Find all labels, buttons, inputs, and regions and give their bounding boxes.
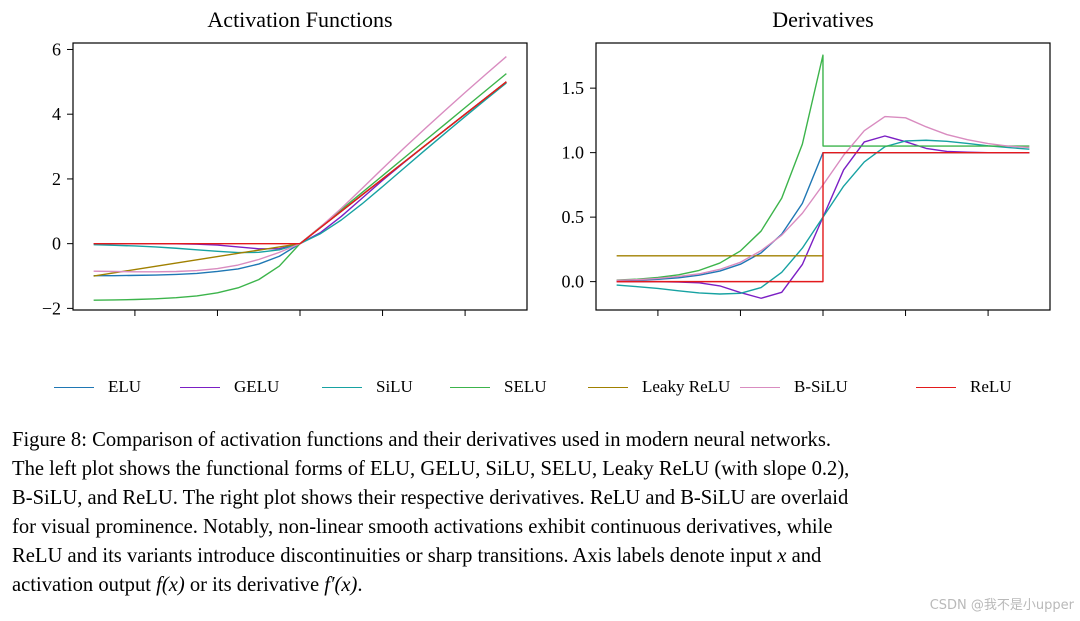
chart-title: Derivatives [772, 7, 873, 32]
caption-line-6: activation output f(x) or its derivative… [12, 571, 1072, 600]
series-line-selu [616, 54, 1030, 281]
chart-1: Activation Functions −4 −2 0 2 4 −2 0 2 4 6 [42, 7, 528, 330]
caption-line-2: The left plot shows the functional forms… [12, 458, 850, 480]
y-tick-label: 1.0 [562, 143, 585, 163]
legend-label: GELU [234, 377, 280, 396]
chart-title: Activation Functions [207, 7, 392, 32]
caption-line-5-text: ReLU and its variants introduce disconti… [12, 545, 773, 567]
caption-var-fx: f(x) [156, 574, 185, 596]
caption-var-x: x [777, 545, 787, 567]
legend-item: SiLU [322, 376, 413, 398]
legend-item: GELU [180, 376, 279, 398]
watermark: CSDN @我不是小upper [929, 598, 1074, 613]
legend-label: B-SiLU [794, 377, 848, 396]
charts-area: Activation Functions −4 −2 0 2 4 −2 0 2 4 6 Derivat… [42, 7, 1051, 330]
series-line-b-silu [93, 56, 507, 273]
series-line-silu [93, 82, 507, 254]
legend-swatch [180, 386, 220, 388]
y-tick-label: 4 [52, 104, 61, 124]
caption-line-4: for visual prominence. Notably, non-line… [12, 516, 833, 538]
y-tick-label: −2 [42, 298, 61, 318]
plot-frame [72, 42, 528, 311]
figure-caption: Figure 8: Comparison of activation funct… [12, 426, 1072, 600]
x-tick-label: 0 [819, 328, 828, 330]
legend-label: ELU [108, 377, 142, 396]
y-tick-label: 0 [52, 234, 61, 254]
legend-swatch [588, 386, 628, 388]
caption-line-5-end: and [791, 545, 822, 567]
x-tick-label: −2 [208, 328, 227, 330]
y-tick-label: 1.5 [562, 78, 585, 98]
y-tick-label: 6 [52, 39, 61, 59]
series-group [616, 54, 1030, 299]
caption-line-5: ReLU and its variants introduce disconti… [12, 542, 1072, 571]
series-line-relu [616, 151, 1030, 283]
caption-line-6-end: . [357, 574, 363, 596]
x-tick-label: −4 [648, 328, 667, 330]
legend-swatch [740, 386, 780, 388]
series-group [93, 56, 507, 301]
legend-item: SELU [450, 376, 547, 398]
x-tick-label: −4 [125, 328, 144, 330]
caption-line-6-mid: or its derivative [189, 574, 320, 596]
x-tick-label: 0 [296, 328, 305, 330]
legend-swatch [322, 386, 362, 388]
legend-item: B-SiLU [740, 376, 848, 398]
x-tick-label: 4 [461, 328, 470, 330]
caption-var-fpx: f′(x) [324, 574, 358, 596]
legend-label: Leaky ReLU [642, 377, 731, 396]
x-tick-label: 4 [984, 328, 993, 330]
series-line-relu [93, 81, 507, 245]
legend-item: ReLU [916, 376, 1012, 398]
caption-line-3: B-SiLU, and ReLU. The right plot shows t… [12, 487, 849, 509]
caption-line-6-text: activation output [12, 574, 151, 596]
y-tick-label: 0.5 [562, 207, 585, 227]
legend-swatch [54, 386, 94, 388]
legend-swatch [916, 386, 956, 388]
chart-2: Derivatives −4 −2 0 2 4 0.0 0.5 1.0 1.5 [562, 7, 1051, 330]
y-tick-label: 0.0 [562, 272, 585, 292]
x-tick-label: 2 [901, 328, 910, 330]
legend-label: SELU [504, 377, 547, 396]
series-line-gelu [93, 81, 507, 250]
legend-swatch [450, 386, 490, 388]
legend: ELU GELU SiLU SELU Leaky ReLU B-SiLU ReLU [40, 370, 1060, 404]
legend-item: Leaky ReLU [588, 376, 730, 398]
x-tick-label: 2 [378, 328, 387, 330]
caption-line-1: Figure 8: Comparison of activation funct… [12, 429, 831, 451]
legend-label: SiLU [376, 377, 413, 396]
legend-item: ELU [54, 376, 141, 398]
x-tick-label: −2 [731, 328, 750, 330]
legend-label: ReLU [970, 377, 1012, 396]
y-tick-label: 2 [52, 169, 61, 189]
